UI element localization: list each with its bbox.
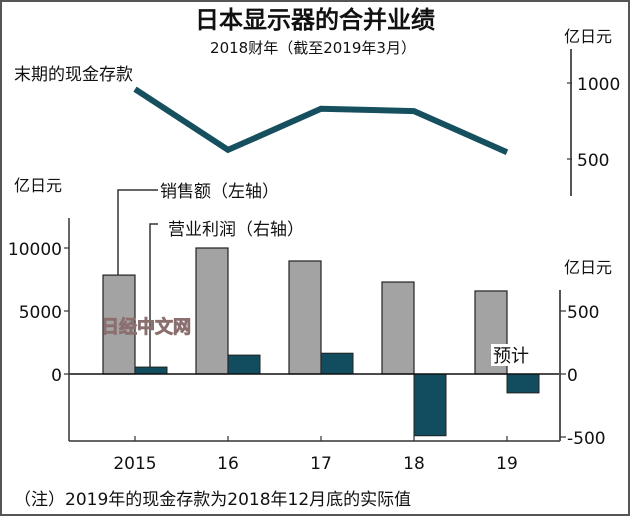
right-tick-label: -500 bbox=[567, 429, 606, 449]
x-tick-label: 16 bbox=[217, 454, 239, 474]
x-tick-label: 19 bbox=[496, 454, 518, 474]
cash-line bbox=[133, 86, 509, 155]
x-tick-label: 18 bbox=[403, 454, 425, 474]
line-axis-unit: 亿日元 bbox=[564, 27, 612, 46]
sales-bar bbox=[195, 247, 229, 375]
line-tick-label: 500 bbox=[577, 151, 609, 171]
forecast-label: 预计 bbox=[493, 346, 529, 367]
left-tick-label: 0 bbox=[51, 366, 62, 386]
legend-profit: 营业利润（右轴） bbox=[168, 220, 304, 240]
profit-bar bbox=[227, 354, 261, 375]
legend-sales: 销售额（左轴） bbox=[160, 182, 279, 202]
left-tick-label: 5000 bbox=[19, 303, 62, 323]
left-axis-unit: 亿日元 bbox=[14, 176, 62, 195]
chart-title: 日本显示器的合并业绩 bbox=[195, 6, 435, 34]
sales-bar bbox=[288, 260, 322, 375]
legend-leader-sales bbox=[117, 189, 158, 275]
profit-bar bbox=[506, 373, 540, 394]
watermark: 日经中文网 bbox=[101, 316, 191, 338]
sales-bar bbox=[381, 281, 415, 375]
chart-subtitle: 2018财年（截至2019年3月） bbox=[210, 39, 416, 57]
right-axis-unit: 亿日元 bbox=[564, 258, 612, 277]
profit-bar bbox=[320, 352, 354, 375]
forecast-label-bg bbox=[491, 344, 541, 366]
line-series-label: 末期的现金存款 bbox=[14, 65, 133, 85]
legend-leader-profit bbox=[149, 223, 158, 367]
chart-note: （注）2019年的现金存款为2018年12月底的实际值 bbox=[14, 490, 411, 510]
profit-bar bbox=[134, 366, 168, 375]
x-tick-label: 17 bbox=[310, 454, 332, 474]
line-tick-label: 1000 bbox=[577, 75, 620, 95]
right-tick-label: 500 bbox=[567, 303, 599, 323]
left-tick-label: 10000 bbox=[8, 240, 62, 260]
sales-bar bbox=[102, 274, 136, 375]
x-tick-label: 2015 bbox=[113, 454, 156, 474]
profit-bar bbox=[413, 373, 447, 437]
right-tick-label: 0 bbox=[567, 366, 578, 386]
